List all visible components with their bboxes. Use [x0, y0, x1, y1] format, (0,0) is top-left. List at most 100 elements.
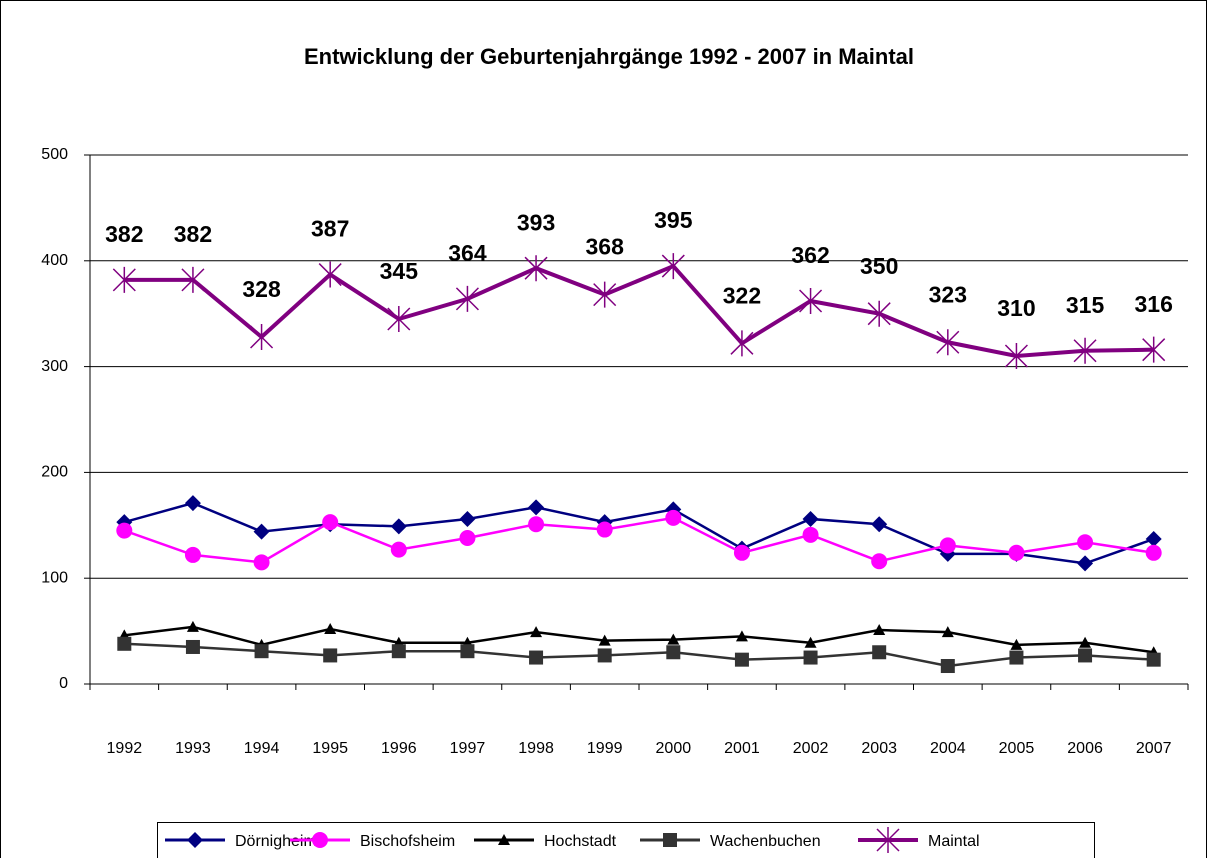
data-label: 323	[929, 281, 967, 307]
data-point	[941, 626, 954, 638]
legend-label: Hochstadt	[544, 833, 617, 850]
data-point	[1073, 337, 1097, 364]
data-label: 364	[448, 240, 487, 266]
data-point	[1078, 648, 1093, 663]
x-tick-label: 1999	[587, 740, 623, 757]
data-point	[530, 626, 543, 638]
data-label: 315	[1066, 292, 1105, 318]
data-label: 362	[791, 242, 829, 268]
data-point	[322, 514, 339, 531]
data-point	[459, 510, 476, 527]
data-point	[391, 644, 406, 659]
data-point	[1010, 638, 1023, 650]
data-label: 345	[380, 258, 419, 284]
data-label: 350	[860, 253, 898, 279]
series-line	[124, 642, 1154, 668]
series-line	[124, 625, 1154, 654]
data-point	[871, 516, 888, 533]
data-point	[667, 633, 680, 645]
data-point	[666, 645, 681, 660]
legend-label: Maintal	[928, 833, 980, 850]
data-point	[116, 522, 133, 539]
data-point	[733, 544, 750, 561]
data-point	[1145, 544, 1162, 561]
x-tick-label: 1996	[381, 740, 417, 757]
data-point	[1079, 636, 1092, 648]
data-point	[390, 518, 407, 535]
legend-marker	[498, 834, 510, 845]
y-tick-label: 500	[41, 146, 68, 163]
data-point	[872, 645, 887, 660]
data-label: 395	[654, 207, 693, 233]
data-point	[186, 620, 199, 632]
data-point	[598, 634, 611, 646]
data-point	[665, 509, 682, 526]
data-point	[254, 644, 269, 659]
data-point	[871, 553, 888, 570]
data-point	[185, 639, 200, 654]
legend-marker	[663, 833, 677, 847]
data-point	[593, 281, 617, 308]
data-point	[936, 329, 960, 356]
data-point	[455, 285, 479, 312]
data-point	[804, 636, 817, 648]
data-point	[1008, 544, 1025, 561]
data-point	[250, 323, 274, 350]
data-point	[597, 648, 612, 663]
legend-marker	[876, 827, 900, 853]
y-tick-label: 400	[41, 252, 68, 269]
x-tick-label: 1992	[107, 740, 143, 757]
data-point	[1142, 336, 1166, 363]
x-tick-label: 2001	[724, 740, 760, 757]
data-point	[1009, 650, 1024, 665]
data-label: 322	[723, 282, 761, 308]
series-line	[124, 263, 1154, 359]
data-label: 316	[1135, 291, 1173, 317]
data-point	[802, 526, 819, 543]
y-tick-label: 0	[59, 675, 68, 692]
data-point	[112, 266, 136, 293]
data-point	[324, 622, 337, 634]
x-tick-label: 2006	[1067, 740, 1103, 757]
data-point	[1145, 531, 1162, 548]
data-point	[460, 644, 475, 659]
data-point	[939, 537, 956, 554]
legend-label: Wachenbuchen	[710, 833, 821, 850]
x-tick-label: 2005	[999, 740, 1035, 757]
data-point	[181, 266, 205, 293]
data-point	[735, 630, 748, 642]
data-point	[1077, 534, 1094, 551]
x-tick-label: 2004	[930, 740, 966, 757]
data-point	[596, 521, 613, 538]
data-point	[1004, 343, 1028, 370]
x-tick-label: 1994	[244, 740, 280, 757]
data-label: 382	[105, 221, 143, 247]
data-point	[529, 650, 544, 665]
data-label: 382	[174, 221, 212, 247]
data-point	[799, 288, 823, 315]
data-point	[867, 300, 891, 327]
y-tick-label: 200	[41, 464, 68, 481]
data-point	[390, 541, 407, 558]
legend-marker	[312, 832, 328, 848]
series-line	[123, 501, 1155, 565]
y-tick-label: 100	[41, 569, 68, 586]
data-point	[528, 499, 545, 516]
data-point	[803, 650, 818, 665]
data-point	[730, 330, 754, 357]
data-point	[323, 648, 338, 663]
data-point	[253, 554, 270, 571]
series-line	[123, 516, 1154, 564]
data-point	[734, 652, 749, 667]
data-point	[318, 261, 342, 288]
data-point	[940, 659, 955, 674]
data-point	[661, 253, 685, 280]
data-point	[1146, 652, 1161, 667]
x-tick-label: 1998	[518, 740, 554, 757]
data-point	[459, 529, 476, 546]
data-point	[184, 495, 201, 512]
legend-marker	[187, 832, 203, 848]
x-tick-label: 2000	[656, 740, 692, 757]
